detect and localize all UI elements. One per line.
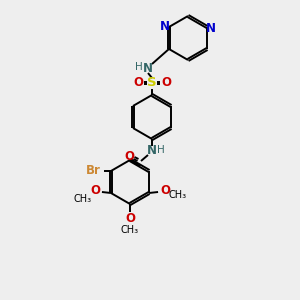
Text: O: O: [125, 212, 135, 224]
Text: N: N: [160, 20, 170, 32]
Text: O: O: [161, 76, 171, 89]
Text: Br: Br: [85, 164, 100, 178]
Text: H: H: [157, 145, 165, 155]
Text: O: O: [90, 184, 100, 197]
Text: N: N: [147, 145, 157, 158]
Text: O: O: [160, 184, 170, 197]
Text: CH₃: CH₃: [121, 225, 139, 235]
Text: CH₃: CH₃: [74, 194, 92, 204]
Text: N: N: [206, 22, 216, 34]
Text: O: O: [133, 76, 143, 89]
Text: O: O: [124, 149, 134, 163]
Text: S: S: [147, 76, 157, 89]
Text: H: H: [135, 62, 143, 72]
Text: N: N: [143, 61, 153, 74]
Text: CH₃: CH₃: [169, 190, 187, 200]
